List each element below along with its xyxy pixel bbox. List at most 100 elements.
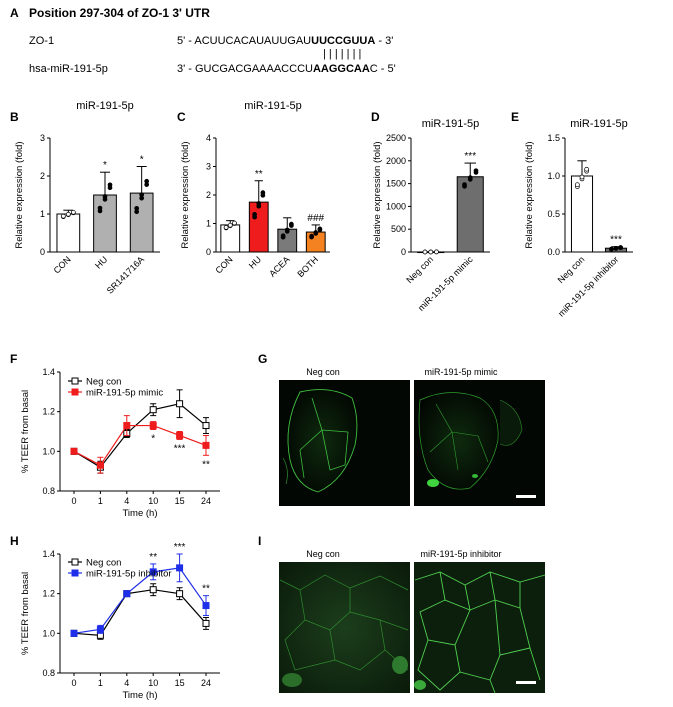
replicate-point — [467, 175, 473, 180]
y-tick-label: 1500 — [386, 179, 406, 189]
data-point — [202, 602, 210, 610]
x-axis-label: Time (h) — [122, 508, 157, 519]
x-tick-label: 1 — [98, 496, 103, 506]
x-tick-label: ACEA — [267, 254, 291, 278]
chart-c-expression: miR-191-5p Relative expression (fold) 0 1 2 3… — [180, 100, 330, 279]
x-axis-label: Time (h) — [122, 690, 157, 701]
x-tick-label: 24 — [201, 496, 211, 506]
significance-mark: ### — [307, 213, 324, 224]
chart-title: miR-191-5p — [244, 100, 301, 112]
data-point — [176, 590, 184, 598]
significance-mark: * — [103, 160, 107, 171]
replicate-point — [309, 233, 314, 239]
data-point — [202, 441, 210, 449]
mirna-seq-prefix: 3' - GUCGACGAAAACCCU — [177, 63, 313, 75]
y-tick-label: 3 — [206, 162, 211, 172]
replicate-point — [65, 211, 71, 217]
panel-label-f: F — [10, 352, 17, 366]
significance-mark: * — [140, 155, 144, 166]
x-tick-label: CON — [213, 254, 234, 275]
bar-mir-191-5p-mimic — [456, 176, 484, 253]
x-tick-label: 4 — [124, 496, 129, 506]
y-tick-label: 0 — [401, 247, 406, 257]
x-tick-label: 0 — [71, 678, 76, 688]
y-axis-label: % TEER from basal — [20, 390, 31, 473]
x-tick-label: HU — [247, 254, 263, 270]
y-axis-label: Relative expression (fold) — [14, 141, 25, 248]
bar-neg-con — [570, 175, 594, 253]
y-tick-label: 1.0 — [547, 171, 560, 181]
y-tick-label: 0.5 — [547, 209, 560, 219]
bar-sr141716a — [129, 192, 154, 253]
x-tick-label: 4 — [124, 678, 129, 688]
replicate-point — [256, 201, 262, 206]
y-tick-label: 500 — [391, 224, 406, 234]
zo1-label: ZO-1 — [29, 35, 54, 47]
replicate-point — [609, 246, 614, 252]
data-point — [123, 590, 131, 598]
y-tick-label: 0.0 — [547, 247, 560, 257]
g-left-micrograph — [279, 380, 410, 506]
replicate-point — [260, 190, 266, 195]
data-point — [149, 422, 157, 430]
significance-mark: ** — [255, 169, 263, 180]
y-axis-label: Relative expression (fold) — [180, 141, 191, 248]
significance-mark: *** — [464, 151, 476, 162]
x-tick-label: CON — [52, 254, 73, 275]
base-pair-marks: | | | | | | | — [323, 48, 361, 60]
zo1-seq-suffix: - 3' — [375, 35, 393, 47]
data-point — [176, 431, 184, 439]
x-tick-label: 10 — [148, 678, 158, 688]
replicate-point — [134, 205, 140, 211]
significance-mark: ** — [202, 584, 210, 595]
replicate-point — [252, 212, 257, 217]
replicate-point — [462, 182, 467, 187]
y-tick-label: 1.4 — [42, 549, 55, 559]
x-tick-label: HU — [93, 254, 109, 270]
panel-label-h: H — [10, 534, 19, 548]
significance-mark: ** — [202, 459, 210, 470]
y-tick-label: 1.2 — [42, 407, 55, 417]
panel-label-b: B — [10, 110, 19, 124]
panel-label-c: C — [177, 110, 186, 124]
y-tick-label: 1.5 — [547, 133, 560, 143]
y-axis-label: Relative expression (fold) — [524, 141, 535, 248]
y-tick-label: 0.8 — [42, 486, 55, 496]
x-tick-label: 10 — [148, 496, 158, 506]
legend-label: miR-191-5p mimic — [86, 388, 163, 399]
chart-title: miR-191-5p — [422, 118, 479, 130]
i-left-micrograph — [279, 562, 410, 693]
replicate-point — [102, 194, 108, 199]
zo1-sequence: 5' - ACUUCACAUAUUGAUUUCCGUUA - 3' — [177, 35, 393, 47]
chart-e-inhibitor-expression: miR-191-5p Relative expression (fold) 0.0 0… — [524, 118, 633, 319]
chart-b-expression: miR-191-5p Relative expression (fold) 0 1 2 3… — [14, 100, 160, 296]
bar-con — [220, 224, 241, 253]
legend-marker — [71, 377, 79, 385]
x-tick-label: BOTH — [295, 254, 320, 279]
x-tick-label: 15 — [175, 496, 185, 506]
chart-title: miR-191-5p — [570, 118, 627, 130]
x-tick-label: 15 — [175, 678, 185, 688]
g-left-label: Neg con — [306, 367, 340, 377]
i-right-label: miR-191-5p inhibitor — [420, 549, 501, 559]
data-point — [149, 568, 157, 576]
significance-mark: *** — [174, 443, 186, 454]
replicate-point — [434, 249, 439, 255]
bar-hu — [248, 201, 269, 253]
replicate-point — [97, 205, 103, 211]
y-tick-label: 2 — [40, 171, 45, 181]
panel-label-i: I — [258, 534, 261, 548]
panel-label-a: A — [10, 6, 19, 20]
replicate-point — [575, 182, 580, 188]
replicate-point — [223, 225, 229, 230]
replicate-point — [280, 233, 286, 239]
legend-marker — [71, 558, 79, 566]
chart-h-teer-inhibitor: % TEER from basal Time (h) 0.8 1.0 1.2 1.4 0 1 4… — [20, 542, 220, 701]
series-line-1 — [73, 567, 207, 634]
replicate-point — [313, 230, 319, 235]
i-right-micrograph — [414, 562, 546, 694]
chart-f-teer-mimic: % TEER from basal Time (h) 0.8 1.0 1.2 1.4 0 1 4… — [20, 367, 220, 519]
y-tick-label: 2000 — [386, 156, 406, 166]
series-line-0 — [73, 403, 207, 468]
legend-marker — [71, 569, 79, 577]
